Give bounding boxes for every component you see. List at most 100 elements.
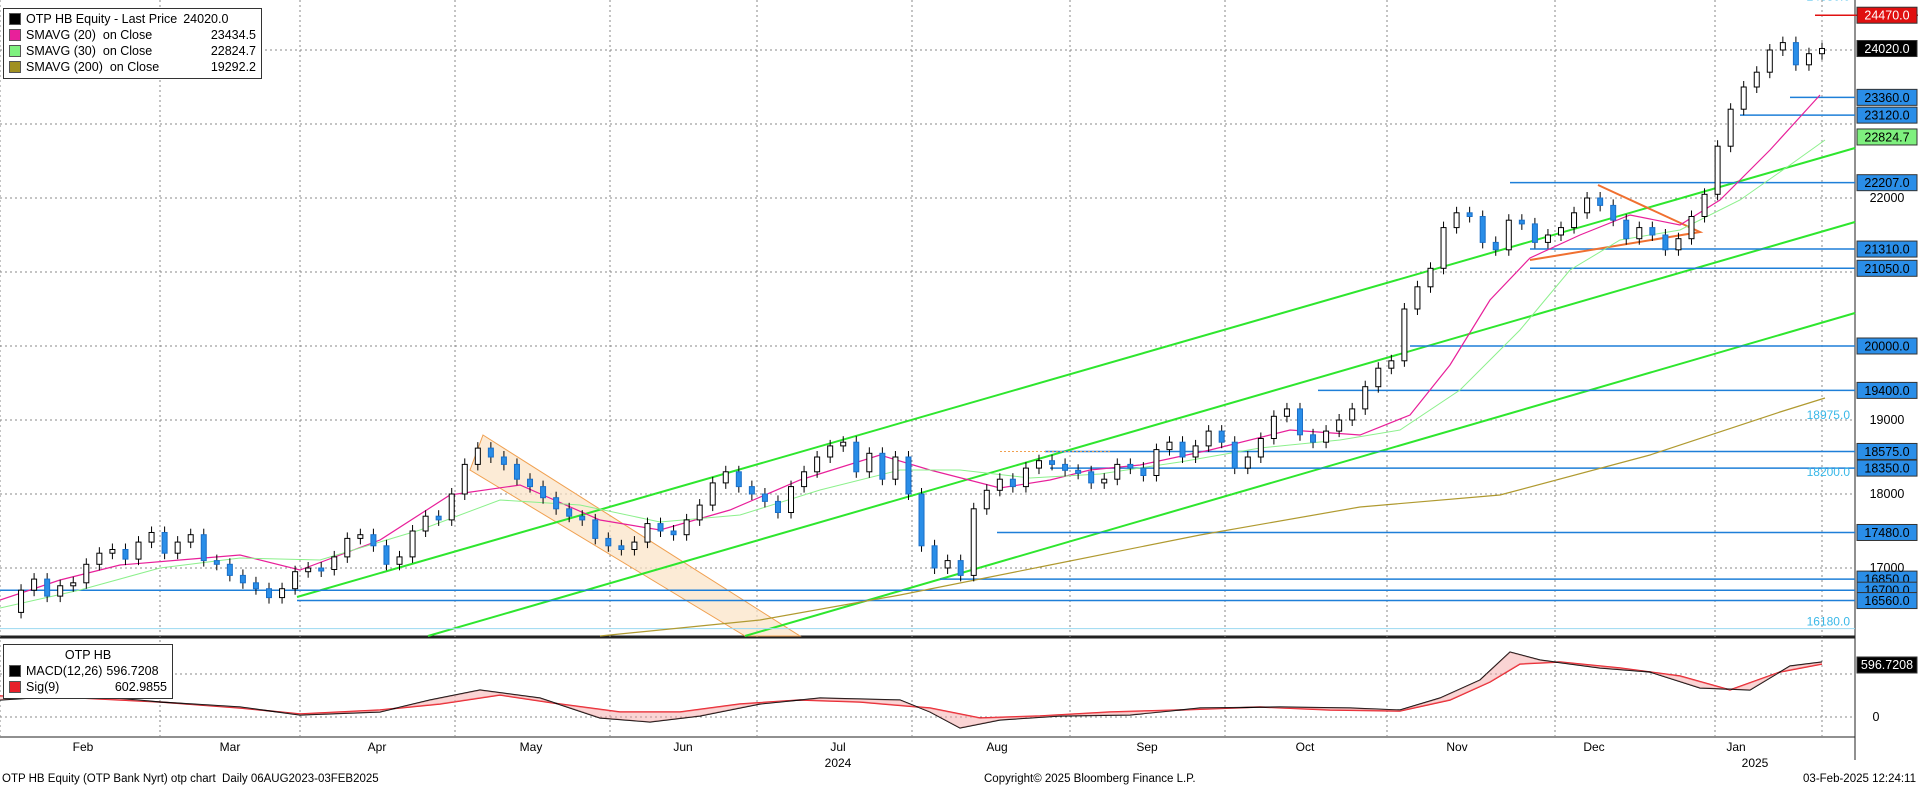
month-label: Sep	[1136, 740, 1158, 754]
candle-body	[396, 556, 403, 565]
candle-body	[788, 486, 795, 514]
candle-body	[1192, 445, 1199, 458]
month-label: Mar	[220, 740, 241, 754]
legend-label: Sig(9)	[26, 680, 60, 694]
candle-body	[31, 578, 38, 591]
legend-swatch-black	[9, 13, 21, 25]
candle-body	[644, 523, 651, 543]
candle-body	[566, 508, 573, 517]
candle-body	[1140, 467, 1147, 477]
candle-body	[1375, 367, 1382, 388]
legend-swatch-olive	[9, 61, 21, 73]
candle-body	[1179, 441, 1186, 458]
candle-body	[1675, 238, 1682, 251]
price-tag-label: 18575.0	[1864, 445, 1909, 459]
channel-line-lower	[744, 312, 1856, 637]
candle-body	[592, 519, 599, 539]
price-tag-label: 20000.0	[1864, 340, 1909, 354]
candle-body	[1557, 227, 1564, 236]
month-label: Jun	[673, 740, 692, 754]
price-panel	[0, 0, 1918, 637]
candle-body	[918, 493, 925, 547]
price-tag-label: 24020.0	[1864, 42, 1909, 56]
candle-body	[1753, 71, 1760, 88]
candle-body	[409, 530, 416, 558]
candle-body	[83, 563, 90, 584]
candle-body	[318, 567, 325, 572]
candle-body	[1205, 430, 1212, 447]
candle-body	[801, 471, 808, 488]
price-tag-label: 21050.0	[1864, 262, 1909, 276]
legend-label: SMAVG (20) on Close	[26, 28, 153, 42]
candle-body	[213, 560, 220, 565]
candle-body	[1714, 145, 1721, 195]
price-tag	[1856, 128, 1918, 146]
candle-body	[1597, 197, 1604, 206]
legend-item-last-price: OTP HB Equity - Last Price 24020.0	[9, 11, 256, 27]
legend-item-sma30: SMAVG (30) on Close 22824.7	[9, 43, 256, 59]
candle-body	[1231, 441, 1238, 469]
candle-body	[957, 560, 964, 576]
candle-body	[1518, 219, 1525, 225]
candle-body	[696, 504, 703, 521]
candle-body	[1492, 241, 1499, 251]
price-tag-label: 22824.7	[1864, 130, 1909, 144]
candle-body	[892, 456, 899, 480]
candle-body	[18, 589, 25, 613]
candle-body	[174, 541, 181, 554]
sma200-line	[599, 397, 1826, 637]
month-label: Apr	[368, 740, 387, 754]
price-tag	[1856, 381, 1918, 399]
candle-body	[1805, 53, 1812, 66]
candle-body	[96, 552, 103, 565]
candle-body	[1440, 227, 1447, 269]
sma30-line	[0, 139, 1826, 609]
candle-body	[1283, 408, 1290, 417]
candle-body	[683, 519, 690, 536]
candle-body	[1571, 212, 1578, 229]
candle-body	[1349, 408, 1356, 421]
candle-body	[905, 456, 912, 495]
price-legend: OTP HB Equity - Last Price 24020.0 SMAVG…	[3, 8, 262, 79]
candle-body	[1740, 86, 1747, 110]
triangle-pattern	[1529, 184, 1704, 261]
candle-body	[1257, 438, 1264, 458]
candle-body	[448, 493, 455, 521]
candle-body	[1218, 430, 1225, 443]
month-label: Feb	[73, 740, 94, 754]
month-label: Jul	[830, 740, 845, 754]
candle-body	[774, 500, 781, 513]
candle-body	[239, 574, 246, 584]
candle-body	[1323, 430, 1330, 443]
candle-body	[57, 585, 64, 597]
candle-body	[148, 531, 155, 543]
candle-body	[161, 531, 168, 554]
candle-body	[1688, 216, 1695, 240]
candle-body	[996, 478, 1003, 491]
candle-body	[840, 441, 847, 447]
legend-swatch-magenta	[9, 29, 21, 41]
candle-body	[1035, 460, 1042, 469]
candle-body	[983, 489, 990, 510]
candle-body	[266, 588, 273, 599]
price-tag	[1856, 106, 1918, 124]
price-axis-label: 19000	[1870, 413, 1905, 427]
price-tag	[1856, 40, 1918, 58]
candle-body	[1101, 478, 1108, 484]
price-tag	[1856, 240, 1918, 258]
candle-body	[1453, 212, 1460, 229]
candle-body	[1584, 197, 1591, 214]
candle-body	[344, 537, 351, 558]
candle-body	[553, 497, 560, 510]
price-axis-label: 17000	[1870, 561, 1905, 575]
candle-body	[853, 441, 860, 473]
candle-body	[931, 545, 938, 569]
month-label: May	[520, 740, 543, 754]
candle-body	[1009, 478, 1016, 488]
candle-body	[226, 563, 233, 576]
candle-body	[187, 534, 194, 543]
price-tag-label: 23120.0	[1864, 109, 1909, 123]
legend-value: 596.7208	[106, 664, 159, 678]
legend-swatch-lightgreen	[9, 45, 21, 57]
candle-body	[1505, 219, 1512, 251]
